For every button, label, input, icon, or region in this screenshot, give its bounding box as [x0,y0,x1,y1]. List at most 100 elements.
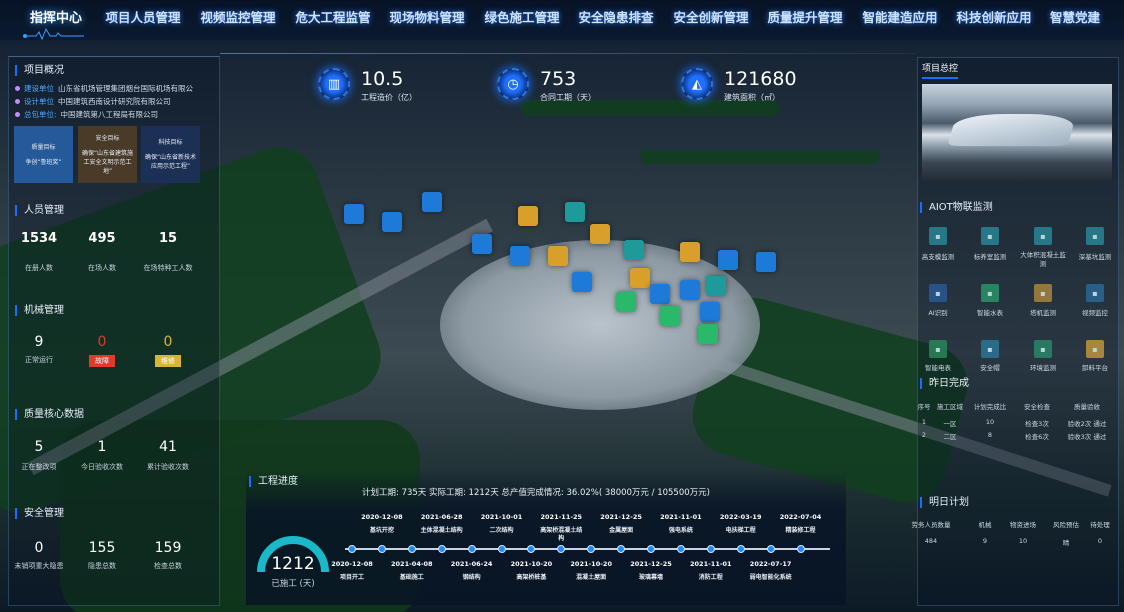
map-marker-sensor[interactable] [565,202,585,222]
yesterday-cell: 检查3次 [1025,420,1049,428]
milestone-date: 2021-11-01 [690,560,732,568]
aiot-item-label: 环境监测 [1030,364,1056,372]
kpi-value: 753 [540,68,577,90]
yesterday-header: 安全检查 [1024,403,1050,411]
overview-row-value: 中国建筑西南设计研究院有限公司 [58,97,171,106]
quality-stat-label: 今日验收次数 [81,463,123,471]
timeline-dot[interactable] [437,545,446,553]
timeline-dot[interactable] [706,545,715,553]
timeline-dot[interactable] [766,545,775,553]
milestone-date: 2021-12-25 [600,513,642,521]
timeline-dot[interactable] [497,545,506,553]
timeline-dot[interactable] [796,545,805,553]
timeline-dot[interactable] [617,545,626,553]
map-marker-camera[interactable] [718,250,738,270]
overview-row: 建设单位 山东省机场管理集团烟台国际机场有限公 [15,83,193,94]
aiot-item-label: 大体积混凝土监测 [1020,251,1066,268]
yesterday-header: 序号 [917,403,931,411]
personnel-stat-label: 在册人数 [25,264,53,272]
tomorrow-title: 明日计划 [920,497,969,508]
timeline-dot[interactable] [676,545,685,553]
safety-stat-value: 155 [88,540,116,556]
map-marker-camera[interactable] [756,252,776,272]
divider [220,53,916,54]
goal-text: 确保“山东省新技术应用示范工程” [144,154,197,170]
nav-tab[interactable]: 绿色施工管理 [484,10,560,25]
map-marker-camera[interactable] [650,284,670,304]
map-marker-ai[interactable] [700,302,720,322]
map-marker-power[interactable] [698,324,718,344]
milestone-date: 2022-07-04 [779,513,822,521]
timeline-dot[interactable] [377,545,386,553]
map-marker-camera[interactable] [344,204,364,224]
map-marker-crane[interactable] [518,206,538,226]
timeline-dot[interactable] [527,545,536,553]
map-marker-camera[interactable] [510,246,530,266]
milestone-name: 主体混凝土结构 [420,527,463,534]
area-chart-icon: ◭ [681,68,713,100]
map-marker-environment[interactable] [660,306,680,326]
milestone-name: 弱电智能化系统 [749,574,792,581]
nav-tab[interactable]: 现场物料管理 [389,10,465,25]
nav-tab[interactable]: 安全隐患排查 [578,10,654,25]
timeline-dot[interactable] [467,545,476,553]
map-marker-crane[interactable] [680,242,700,262]
progress-panel [246,470,846,605]
nav-tab[interactable]: 科技创新应用 [956,10,1032,25]
milestone-name: 混凝土屋面 [576,574,607,581]
machinery-stat-value: 9 [34,334,44,350]
timeline-dot[interactable] [647,545,655,553]
personnel-stat-label: 在场特种工人数 [143,264,193,272]
milestone-name: 项目开工 [339,574,364,581]
aiot-item-label: 视频监控 [1082,309,1108,317]
map-marker-sensor[interactable] [706,276,726,296]
overview-row-value: 山东省机场管理集团烟台国际机场有限公 [58,84,193,93]
yesterday-cell: 二区 [943,433,957,441]
kpi-value: 10.5 [361,68,404,90]
map-marker-environment[interactable] [616,292,636,312]
aiot-item-label: 深基坑监测 [1078,253,1112,261]
map-marker-camera[interactable] [472,234,492,254]
yesterday-cell: 8 [987,431,993,439]
bullet-icon [15,86,20,91]
map-marker-helmet[interactable] [572,272,592,292]
machinery-stat-value: 0 [97,334,107,350]
nav-tab[interactable]: 智慧党建 [1049,10,1101,25]
nav-tab[interactable]: 指挥中心 [29,11,83,26]
nav-tab[interactable]: 项目人员管理 [105,10,181,25]
milestone-date: 2021-10-20 [510,560,553,568]
timeline-dot[interactable] [407,545,416,553]
goal-card[interactable]: 科技目标 确保“山东省新技术应用示范工程” [141,126,200,183]
goal-text: 争创“鲁班奖” [25,158,62,166]
nav-tab[interactable]: 质量提升管理 [767,10,843,25]
map-marker-camera[interactable] [680,280,700,300]
goal-card[interactable]: 质量目标 争创“鲁班奖” [14,126,73,183]
map-marker-sensor[interactable] [624,240,644,260]
days-gauge [257,536,329,573]
safety-stat-value: 159 [154,540,182,556]
bullet-icon [15,99,20,104]
nav-tab[interactable]: 安全创新管理 [673,10,749,25]
timeline-dot[interactable] [557,545,566,553]
map-marker-crane[interactable] [630,268,650,288]
tomorrow-cell: 10 [1018,537,1028,545]
timeline-dot[interactable] [736,545,745,553]
map-marker-crane[interactable] [548,246,568,266]
overview-title: 项目概况 [15,65,64,76]
timeline-dot[interactable] [348,545,356,553]
nav-tab[interactable]: 智能建造应用 [862,10,938,25]
milestone-name: 玻璃幕墙 [638,574,663,581]
terminal-roof [947,114,1077,146]
nav-tab[interactable]: 危大工程监管 [295,10,371,25]
yesterday-cell: 验收2次 通过 [1067,420,1107,428]
nav-tab[interactable]: 视频监控管理 [200,10,276,25]
map-marker-camera[interactable] [382,212,402,232]
overview-row-label: 设计单位 [24,97,54,106]
helmet-icon: ▪ [981,340,999,358]
map-marker-camera[interactable] [422,192,442,212]
project-aerial-photo[interactable] [922,84,1112,182]
timeline-dot[interactable] [587,545,596,553]
goal-card[interactable]: 安全目标 确保“山东省建筑施工安全文明示范工地” [78,126,137,183]
milestone-name: 强电系统 [668,527,693,534]
map-marker-crane[interactable] [590,224,610,244]
